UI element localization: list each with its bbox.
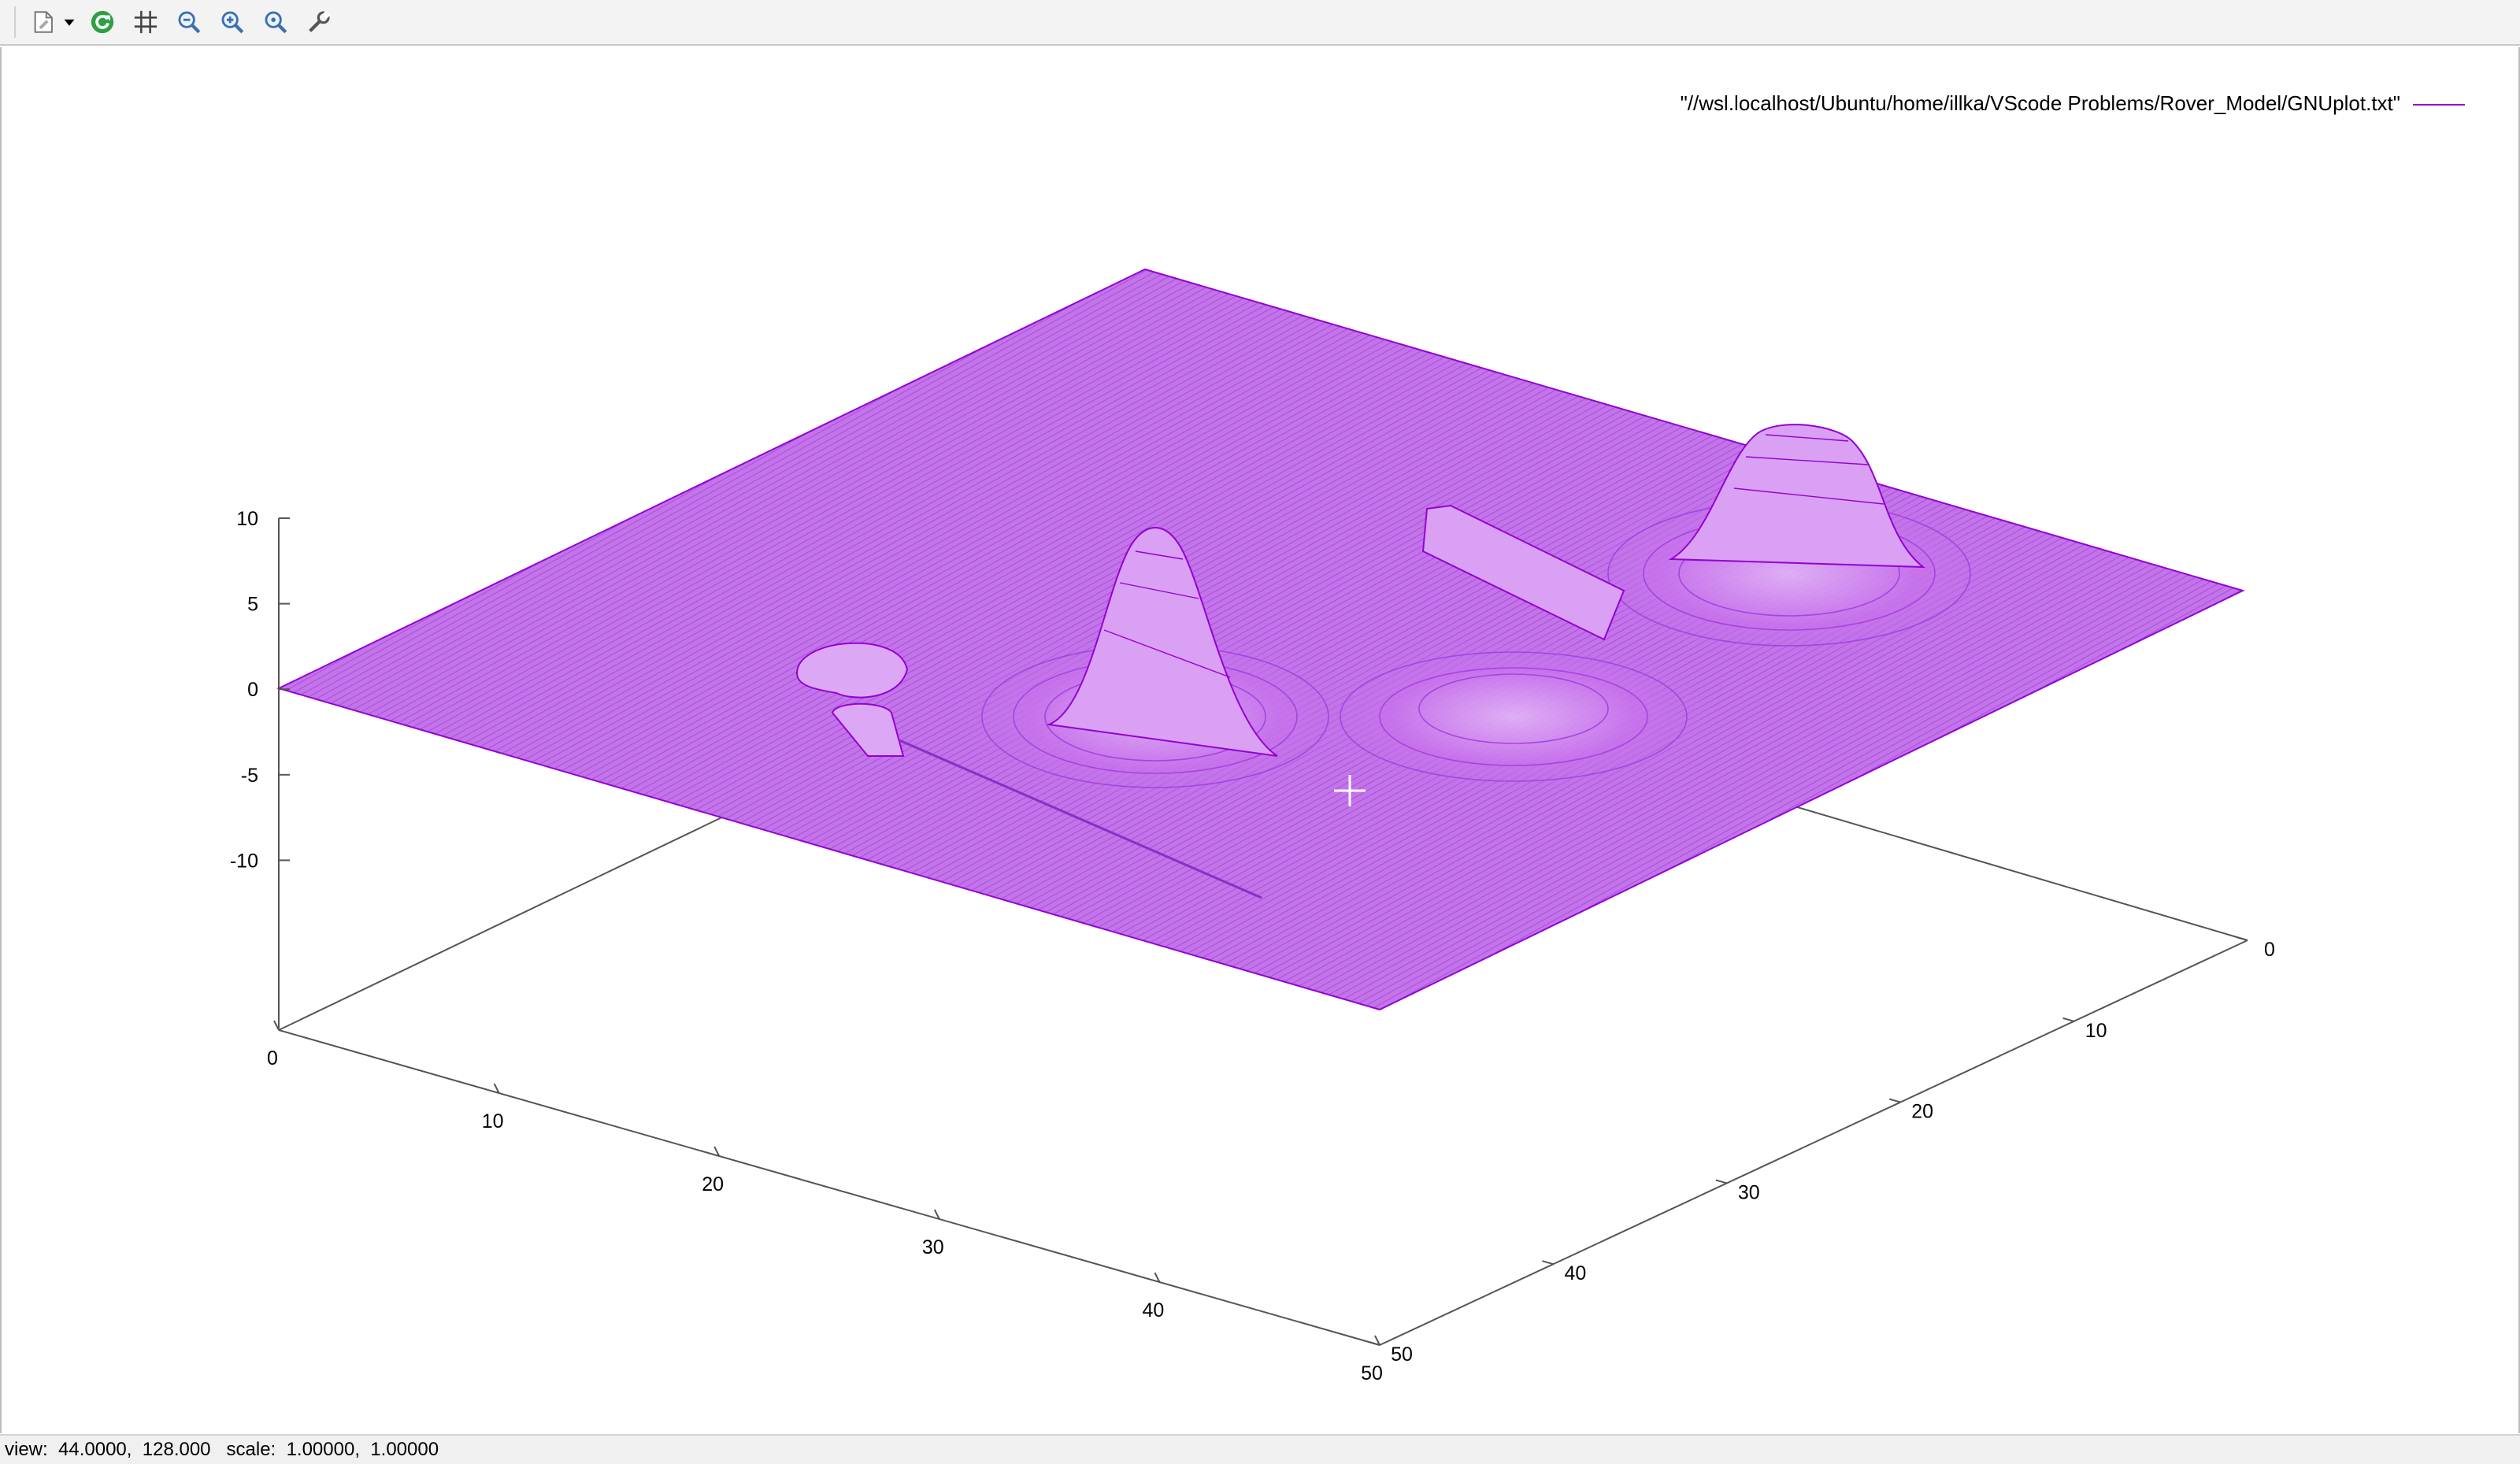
y-tick-mark xyxy=(1888,1098,1901,1103)
bowl-left xyxy=(795,642,909,699)
x-tick-mark xyxy=(273,1020,280,1031)
legend-swatch xyxy=(2413,104,2465,106)
x-tick-label: 20 xyxy=(702,1173,724,1195)
z-tick-label: -10 xyxy=(230,850,258,872)
dropdown-arrow-icon xyxy=(64,19,75,26)
x-tick-label: 40 xyxy=(1142,1299,1164,1321)
export-dropdown-button[interactable] xyxy=(61,3,78,41)
legend-label: "//wsl.localhost/Ubuntu/home/illka/VScod… xyxy=(1680,91,2400,115)
zoom-unzoom-icon xyxy=(265,11,287,34)
replot-icon xyxy=(91,10,114,34)
plot-canvas[interactable]: 10 5 0 -5 -10 0 10 20 30 40 50 0 10 20 30 40 50 "//wsl.l… xyxy=(0,47,2520,1433)
crosshair-cursor xyxy=(1334,775,1366,806)
grid-icon xyxy=(134,10,158,34)
unzoom-button[interactable] xyxy=(257,3,295,41)
ripple-center xyxy=(1309,638,1718,795)
y-tick-mark xyxy=(2236,936,2248,941)
bowl-left-lower xyxy=(831,702,905,757)
z-tick-label: 0 xyxy=(247,679,258,701)
z-tick-label: -5 xyxy=(241,765,258,787)
y-tick-mark xyxy=(2062,1017,2074,1022)
settings-icon xyxy=(309,10,331,32)
zoom-next-button[interactable] xyxy=(213,3,251,41)
x-tick-label: 50 xyxy=(1361,1362,1383,1384)
x-tick-mark xyxy=(713,1146,721,1157)
y-tick-mark xyxy=(1368,1341,1380,1346)
x-tick-label: 30 xyxy=(922,1236,944,1258)
x-tick-label: 10 xyxy=(482,1110,504,1132)
export-icon xyxy=(34,11,53,33)
tick-marks xyxy=(273,517,2248,1346)
x-tick-mark xyxy=(493,1083,500,1094)
ridge-block xyxy=(1421,504,1625,641)
zoom-previous-button[interactable] xyxy=(170,3,208,41)
status-bar: view: 44.0000, 128.000 scale: 1.00000, 1… xyxy=(0,1434,2520,1464)
y-tick-label: 10 xyxy=(2085,1020,2107,1042)
export-button[interactable] xyxy=(25,3,63,41)
settings-button[interactable] xyxy=(300,3,338,41)
x-tick-mark xyxy=(1154,1272,1161,1283)
replot-button[interactable] xyxy=(83,3,121,41)
surface-mesh xyxy=(276,268,2245,1011)
toolbar-grip xyxy=(14,6,16,38)
x-tick-label: 0 xyxy=(267,1047,278,1069)
z-tick-label: 5 xyxy=(247,594,258,616)
x-tick-mark xyxy=(1374,1335,1380,1346)
peak-left xyxy=(1046,527,1278,757)
y-tick-label: 50 xyxy=(1391,1344,1413,1366)
toolbar xyxy=(0,0,2520,46)
grid-button[interactable] xyxy=(127,3,165,41)
y-tick-label: 30 xyxy=(1738,1181,1760,1203)
peak-right xyxy=(1668,424,1925,569)
x-tick-mark xyxy=(933,1209,940,1220)
z-tick-label: 10 xyxy=(236,508,258,530)
y-tick-mark xyxy=(1715,1179,1728,1184)
trench xyxy=(899,739,1262,899)
zoom-next-icon xyxy=(221,11,244,34)
zoom-prev-icon xyxy=(178,11,201,34)
y-tick-mark xyxy=(1542,1260,1554,1266)
y-tick-label: 40 xyxy=(1564,1262,1586,1284)
y-tick-label: 0 xyxy=(2264,939,2275,961)
y-tick-label: 20 xyxy=(1911,1101,1933,1123)
